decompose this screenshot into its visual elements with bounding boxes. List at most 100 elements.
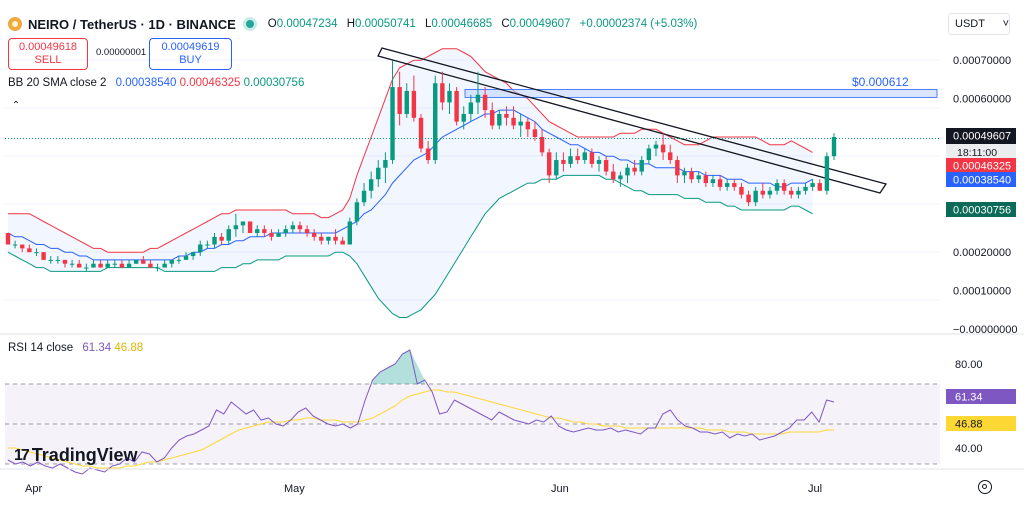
candle-body <box>433 83 438 161</box>
candle-body <box>781 183 787 191</box>
sell-button[interactable]: 0.00049618 SELL <box>8 38 88 70</box>
rsi-tick-80: 80.00 <box>955 359 983 371</box>
bb-fill <box>8 48 813 318</box>
currency-select[interactable]: USDT ˅ <box>948 13 1010 35</box>
neiro-logo-icon <box>8 17 22 31</box>
resistance-zone <box>464 88 938 98</box>
candle-body <box>133 259 139 264</box>
candle-body <box>240 221 246 226</box>
candle-body <box>411 90 417 118</box>
candle-body <box>724 183 730 187</box>
candle-body <box>20 244 25 249</box>
bb-upper-label-bg <box>946 158 1016 173</box>
candle-body <box>198 244 203 253</box>
candle-body <box>233 225 239 230</box>
candle-body <box>255 229 260 233</box>
bb-name: BB 20 SMA close 2 <box>8 77 107 89</box>
candle-body <box>511 117 516 126</box>
candle-body <box>482 94 488 111</box>
candle-body <box>739 186 744 195</box>
candle-body <box>561 160 566 164</box>
countdown-bg <box>946 144 1016 158</box>
bollinger-legend[interactable]: BB 20 SMA close 2 0.00038540 0.00046325 … <box>8 77 304 89</box>
collapse-chevron-icon[interactable]: ⌃ <box>11 99 21 111</box>
candle-body <box>518 121 523 126</box>
y-tick-label: 0.00070000 <box>953 55 1011 67</box>
sell-price: 0.00049618 <box>18 41 78 53</box>
candle-body <box>632 167 637 172</box>
candle-body <box>568 156 573 164</box>
last-price-label-bg <box>946 128 1016 144</box>
candle-body <box>34 252 39 254</box>
candle-body <box>62 259 68 264</box>
rsi-ma-bg <box>946 416 1016 431</box>
resistance-zone-label: $0.000612 <box>852 75 909 89</box>
last-price-label: 0.00049607 <box>953 131 1011 143</box>
y-tick-label: −0.00000000 <box>953 324 1018 336</box>
candle-body <box>689 171 694 180</box>
candle-body <box>219 236 224 241</box>
rsi-overbought-fill <box>372 350 425 384</box>
y-tick-label: 0.00010000 <box>953 286 1011 298</box>
candle-body <box>675 160 680 176</box>
candle-body <box>454 90 459 122</box>
candle-body <box>824 156 830 191</box>
buy-button[interactable]: 0.00049619 BUY <box>149 38 232 70</box>
candle-body <box>361 190 367 203</box>
tradingview-icon: 17 <box>14 446 30 464</box>
candle-body <box>554 160 559 176</box>
candle-body <box>91 263 96 268</box>
candle-body <box>48 259 53 261</box>
candle-body <box>732 183 737 187</box>
candle-body <box>760 190 766 195</box>
candle-body <box>425 148 431 161</box>
candle-body <box>141 259 146 264</box>
candle-body <box>183 256 189 260</box>
candle-body <box>368 179 374 191</box>
rsi-legend[interactable]: RSI 14 close 61.34 46.88 <box>8 342 143 354</box>
rsi-name: RSI 14 close <box>8 342 74 354</box>
candle-body <box>297 225 303 230</box>
candle-body <box>660 144 666 153</box>
candle-body <box>461 113 466 122</box>
candle-body <box>119 263 125 268</box>
candle-body <box>596 160 602 164</box>
candle-body <box>98 263 103 268</box>
candle-body <box>646 148 652 161</box>
bb-basis-label: 0.00038540 <box>953 175 1011 187</box>
candle-body <box>810 183 815 187</box>
candle-body <box>789 190 794 195</box>
x-tick-label: Apr <box>25 483 42 495</box>
currency-label: USDT <box>955 18 985 30</box>
brand-name: TradingView <box>31 445 138 465</box>
candle-body <box>112 263 118 265</box>
candle-body <box>717 179 723 187</box>
candle-body <box>746 194 751 203</box>
candle-body <box>5 233 11 245</box>
candle-body <box>817 183 822 191</box>
rsi-line <box>7 349 835 475</box>
candle-body <box>803 186 808 191</box>
candle-body <box>582 152 587 161</box>
candle-body <box>84 267 89 269</box>
candle-body <box>105 263 110 268</box>
rsi-ma-label: 46.88 <box>955 419 983 431</box>
symbol-title[interactable]: NEIRO / TetherUS · 1D · BINANCE <box>28 16 236 32</box>
candle-body <box>347 221 353 245</box>
candle-body <box>247 221 253 233</box>
candle-body <box>468 102 474 114</box>
bb-basis-value: 0.00038540 <box>115 77 177 89</box>
candle-body <box>796 190 801 195</box>
candle-body <box>155 267 160 269</box>
candle-body <box>55 259 61 261</box>
bb-upper-line <box>8 48 813 253</box>
candle-body <box>169 259 174 264</box>
settings-gear-icon[interactable] <box>978 480 992 494</box>
candle-body <box>333 236 338 241</box>
candle-body <box>497 113 502 126</box>
candle-body <box>525 121 531 130</box>
candle-body <box>12 244 18 246</box>
bb-upper-value: 0.00046325 <box>179 77 241 89</box>
candle-body <box>383 160 388 168</box>
